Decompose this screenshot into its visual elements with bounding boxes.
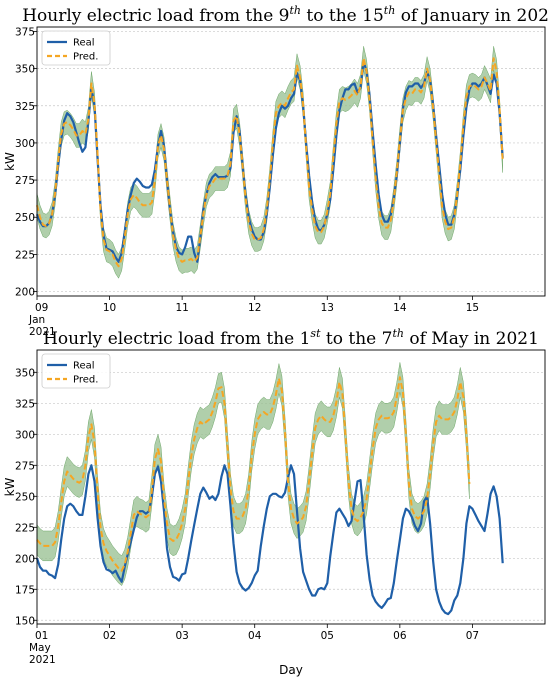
series-line-pred bbox=[36, 376, 471, 572]
x-tick-label: 03 bbox=[175, 630, 188, 642]
y-tick-label: 225 bbox=[15, 249, 35, 261]
chart-panel-1: Hourly electric load from the 9th to the… bbox=[3, 4, 550, 338]
x-tick-sublabel: 2021 bbox=[29, 326, 56, 338]
plot-frame bbox=[36, 349, 546, 625]
x-tick-label: 15 bbox=[466, 302, 479, 314]
x-tick-label: 01 bbox=[35, 630, 48, 642]
legend: Real Pred. bbox=[41, 353, 111, 389]
x-tick-label: 12 bbox=[248, 302, 261, 314]
plot-frame bbox=[36, 26, 546, 297]
x-tick-label: 06 bbox=[393, 630, 407, 642]
y-tick-label: 350 bbox=[15, 64, 35, 76]
y-tick-label: 325 bbox=[15, 398, 35, 410]
x-tick-sublabel: Jan bbox=[28, 314, 45, 326]
y-tick-label: 275 bbox=[15, 460, 35, 472]
chart-panel-2: Hourly electric load from the 1st to the… bbox=[3, 327, 546, 677]
legend-label: Real bbox=[73, 361, 95, 372]
prediction-interval-band bbox=[36, 362, 470, 586]
y-axis-label: kW bbox=[3, 152, 17, 171]
y-tick-label: 350 bbox=[15, 367, 35, 379]
y-tick-label: 375 bbox=[15, 26, 35, 38]
y-tick-label: 325 bbox=[15, 101, 35, 113]
x-tick-label: 11 bbox=[175, 302, 188, 314]
series-line-pred bbox=[36, 57, 504, 268]
y-tick-label: 200 bbox=[15, 553, 35, 565]
prediction-interval-band bbox=[36, 46, 503, 279]
x-tick-label: 09 bbox=[35, 302, 48, 314]
x-tick-label: 07 bbox=[466, 630, 479, 642]
legend-label: Pred. bbox=[73, 52, 98, 63]
y-tick-label: 150 bbox=[15, 615, 35, 627]
chart-title: Hourly electric load from the 1st to the… bbox=[43, 327, 539, 349]
y-tick-label: 300 bbox=[15, 429, 35, 441]
y-tick-label: 225 bbox=[15, 522, 35, 534]
y-tick-label: 300 bbox=[15, 138, 35, 150]
chart-title: Hourly electric load from the 9th to the… bbox=[22, 4, 550, 26]
x-axis-label: Day bbox=[279, 663, 303, 677]
y-axis-label: kW bbox=[3, 477, 17, 496]
x-tick-label: 10 bbox=[103, 302, 116, 314]
legend-label: Real bbox=[73, 38, 95, 49]
y-tick-label: 250 bbox=[15, 212, 35, 224]
x-tick-label: 13 bbox=[321, 302, 334, 314]
legend-label: Pred. bbox=[73, 375, 98, 386]
y-tick-label: 200 bbox=[15, 287, 35, 299]
x-tick-label: 04 bbox=[248, 630, 262, 642]
x-tick-sublabel: May bbox=[29, 642, 51, 654]
x-tick-label: 14 bbox=[393, 302, 407, 314]
y-tick-label: 250 bbox=[15, 491, 35, 503]
y-tick-label: 175 bbox=[15, 584, 35, 596]
x-tick-label: 02 bbox=[103, 630, 116, 642]
x-tick-label: 05 bbox=[321, 630, 334, 642]
series-line-real bbox=[35, 464, 504, 616]
y-tick-label: 275 bbox=[15, 175, 35, 187]
x-tick-sublabel: 2021 bbox=[29, 654, 56, 666]
legend: Real Pred. bbox=[41, 30, 111, 66]
